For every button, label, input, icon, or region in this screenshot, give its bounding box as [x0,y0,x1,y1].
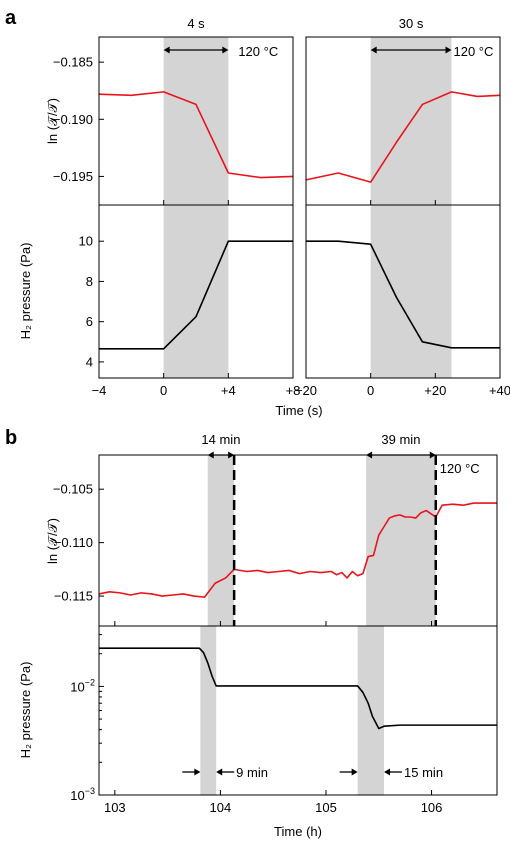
x-tick-label-a-bottom-left: +8 [286,383,301,398]
shaded-interval-b-top-0 [207,455,235,626]
temperature-label-a-right: 120 °C [454,44,494,59]
x-axis-label-b: Time (h) [274,824,322,839]
interval-label-b-3: 9 min [236,765,268,780]
x-tick-label-a-bottom-right: +20 [424,383,446,398]
interval-label-b-1: 14 min [201,432,240,447]
plot-frame-a-bottom-right [305,204,501,379]
y-tick-label-a-bottom-left: 8 [86,274,93,289]
x-tick-label-a-bottom-left: −4 [92,383,107,398]
plot-area: −0.195 −0.190 −0.185 4 6 8 10 −4 0 +4 +8−20 0 +20 +40… [18,16,510,839]
interval-arrow-a-left-head-left [163,46,170,54]
interval-arrow-b-3-right-head [216,768,223,776]
series-line-a-top-right-0 [305,91,501,183]
interval-arrow-a-right-head-right [445,46,452,54]
shaded-interval-a-bottom-left-0 [163,205,229,378]
plot-frame-b-top [98,454,498,627]
y-tick-label-b-top: −0.105 [53,482,93,497]
shaded-interval-a-top-left-0 [163,37,229,205]
y-tick-label-a-bottom-left: 4 [86,354,93,369]
x-tick-label-b-bottom: 105 [315,800,337,815]
x-tick-label-b-bottom: 104 [210,800,232,815]
y-tick-label-b-bottom: 10−2 [70,677,95,694]
series-line-a-top-left-0 [98,91,294,179]
y-tick-label-b-top: −0.115 [54,589,93,604]
y-tick-label-a-bottom-left: 6 [86,314,93,329]
interval-arrow-a-left-head-right [222,46,229,54]
temperature-label-a-left: 120 °C [238,44,278,59]
y-tick-label-b-bottom: 10−3 [70,786,95,803]
x-tick-label-b-bottom: 106 [421,800,443,815]
series-line-b-bottom-0 [99,647,497,730]
interval-arrow-b-2-head-left [366,451,373,459]
interval-arrow-b-1-head-left [207,451,214,459]
shaded-interval-a-bottom-right-0 [370,205,452,378]
interval-arrow-b-4-right-head [384,768,391,776]
shaded-interval-b-top-1 [366,455,436,626]
x-tick-label-a-bottom-right: +40 [489,383,510,398]
y-tick-label-a-bottom-left: 10 [79,234,93,249]
x-tick-label-a-bottom-right: 0 [367,383,374,398]
series-line-a-bottom-right-0 [306,240,500,349]
y-tick-label-b-top: −0.110 [54,535,93,550]
y-tick-label-a-top-left: −0.195 [53,169,93,184]
y-tick-label-a-top-left: −0.185 [53,55,93,70]
x-tick-label-a-bottom-left: 0 [160,383,167,398]
y-axis-label-a-top: ln (𝒯/𝒯) [45,98,60,144]
x-axis-label-a: Time (s) [275,403,322,418]
interval-arrow-b-3-left-head [194,768,201,776]
interval-arrow-b-4-left-head [351,768,358,776]
series-line-b-top-0 [98,502,497,598]
shaded-interval-b-bottom-0 [200,626,217,795]
y-axis-label-a-bottom: H₂ pressure (Pa) [18,243,33,340]
interval-label-a-right: 30 s [399,16,424,31]
y-tick-label-a-top-left: −0.190 [53,112,93,127]
panel-label-b: b [5,427,17,449]
y-axis-label-b-bottom: H₂ pressure (Pa) [18,662,33,759]
interval-label-b-4: 15 min [404,765,443,780]
interval-arrow-b-2-head-right [429,451,436,459]
interval-label-b-2: 39 min [381,432,420,447]
y-axis-label-b-top: ln (𝒯/𝒯) [45,518,60,564]
interval-label-a-left: 4 s [187,16,205,31]
x-tick-label-b-bottom: 103 [104,800,126,815]
series-line-a-bottom-left-0 [99,240,293,350]
x-tick-label-a-bottom-left: +4 [221,383,236,398]
x-tick-label-a-bottom-right: −20 [295,383,317,398]
temperature-label-b: 120 °C [440,461,480,476]
interval-arrow-a-right-head-left [370,46,377,54]
panel-label-a: a [5,7,17,29]
interval-arrow-b-1-head-right [228,451,235,459]
plot-frame-a-bottom-left [98,204,294,379]
